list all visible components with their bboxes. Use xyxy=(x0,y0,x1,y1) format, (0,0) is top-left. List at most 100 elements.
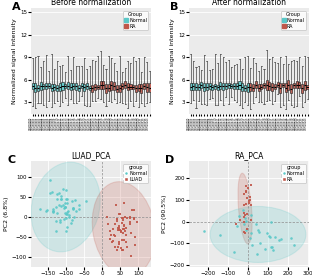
Point xyxy=(63,188,68,192)
Point xyxy=(111,227,116,231)
PathPatch shape xyxy=(146,83,148,92)
Point xyxy=(51,207,56,212)
PathPatch shape xyxy=(298,82,300,88)
Title: After normalization: After normalization xyxy=(212,0,286,7)
Point xyxy=(107,229,112,233)
Point xyxy=(117,228,122,232)
PathPatch shape xyxy=(86,83,88,89)
PathPatch shape xyxy=(222,82,224,90)
Point xyxy=(127,220,132,224)
PathPatch shape xyxy=(42,84,45,89)
PathPatch shape xyxy=(266,81,268,90)
PathPatch shape xyxy=(108,84,110,91)
Point xyxy=(64,210,69,214)
Point xyxy=(129,254,134,258)
Point xyxy=(66,208,71,213)
Point xyxy=(241,219,246,224)
PathPatch shape xyxy=(293,82,295,88)
Point xyxy=(114,219,119,223)
Point xyxy=(276,238,281,243)
Point xyxy=(241,215,246,219)
Ellipse shape xyxy=(238,173,252,244)
Legend: Normal, RA: Normal, RA xyxy=(123,11,149,30)
Point xyxy=(124,239,129,244)
Text: B: B xyxy=(170,2,178,12)
Point xyxy=(64,216,69,220)
PathPatch shape xyxy=(252,84,254,91)
PathPatch shape xyxy=(89,86,91,90)
PathPatch shape xyxy=(257,84,260,91)
Point xyxy=(115,244,120,249)
Point xyxy=(241,208,246,213)
PathPatch shape xyxy=(247,83,249,92)
Point xyxy=(249,231,254,235)
Point xyxy=(54,210,59,215)
Point xyxy=(249,243,254,248)
Point xyxy=(258,241,263,245)
Point xyxy=(244,202,249,207)
PathPatch shape xyxy=(40,82,42,90)
Point xyxy=(64,225,69,229)
Point xyxy=(247,235,252,240)
PathPatch shape xyxy=(249,83,251,91)
PathPatch shape xyxy=(127,83,129,90)
PathPatch shape xyxy=(238,81,241,89)
PathPatch shape xyxy=(67,82,69,89)
Point xyxy=(262,246,267,251)
Point xyxy=(242,222,247,226)
Point xyxy=(117,241,122,246)
PathPatch shape xyxy=(45,83,47,89)
Point xyxy=(244,189,249,194)
Point xyxy=(234,224,239,229)
PathPatch shape xyxy=(83,84,85,91)
PathPatch shape xyxy=(279,83,281,93)
PathPatch shape xyxy=(304,81,306,90)
PathPatch shape xyxy=(195,83,197,90)
Point xyxy=(124,244,129,249)
PathPatch shape xyxy=(274,84,276,89)
Point xyxy=(245,227,250,231)
PathPatch shape xyxy=(192,83,194,90)
Point xyxy=(243,228,248,232)
PathPatch shape xyxy=(53,84,55,90)
Point xyxy=(244,218,249,223)
Point xyxy=(119,229,124,233)
PathPatch shape xyxy=(198,84,200,90)
PathPatch shape xyxy=(64,84,66,88)
PathPatch shape xyxy=(34,83,36,92)
Point xyxy=(47,178,52,182)
Title: RA_PCA: RA_PCA xyxy=(234,152,264,160)
Point xyxy=(55,192,60,197)
Point xyxy=(244,212,249,216)
Point xyxy=(110,240,115,244)
PathPatch shape xyxy=(285,83,287,92)
Point xyxy=(120,227,125,231)
PathPatch shape xyxy=(56,85,58,91)
Point xyxy=(77,207,82,211)
Point xyxy=(116,224,121,229)
Point xyxy=(120,216,125,220)
Point xyxy=(64,196,69,201)
Point xyxy=(122,215,127,219)
Point xyxy=(59,203,64,208)
PathPatch shape xyxy=(236,83,238,89)
Point xyxy=(64,212,69,216)
Point xyxy=(270,248,275,252)
Point xyxy=(244,189,249,194)
Point xyxy=(123,229,128,233)
PathPatch shape xyxy=(306,85,309,89)
Point xyxy=(247,198,252,202)
Point xyxy=(51,208,56,213)
Point xyxy=(264,231,269,235)
PathPatch shape xyxy=(260,84,262,89)
Point xyxy=(63,205,68,209)
Point xyxy=(115,248,120,252)
Point xyxy=(246,199,251,203)
PathPatch shape xyxy=(206,83,208,90)
Point xyxy=(61,187,66,191)
PathPatch shape xyxy=(75,83,77,90)
Y-axis label: PC2 (6.8%): PC2 (6.8%) xyxy=(4,197,9,231)
Legend: Normal, RA: Normal, RA xyxy=(281,11,306,30)
Title: Before normalization: Before normalization xyxy=(51,0,131,7)
Point xyxy=(57,202,62,207)
